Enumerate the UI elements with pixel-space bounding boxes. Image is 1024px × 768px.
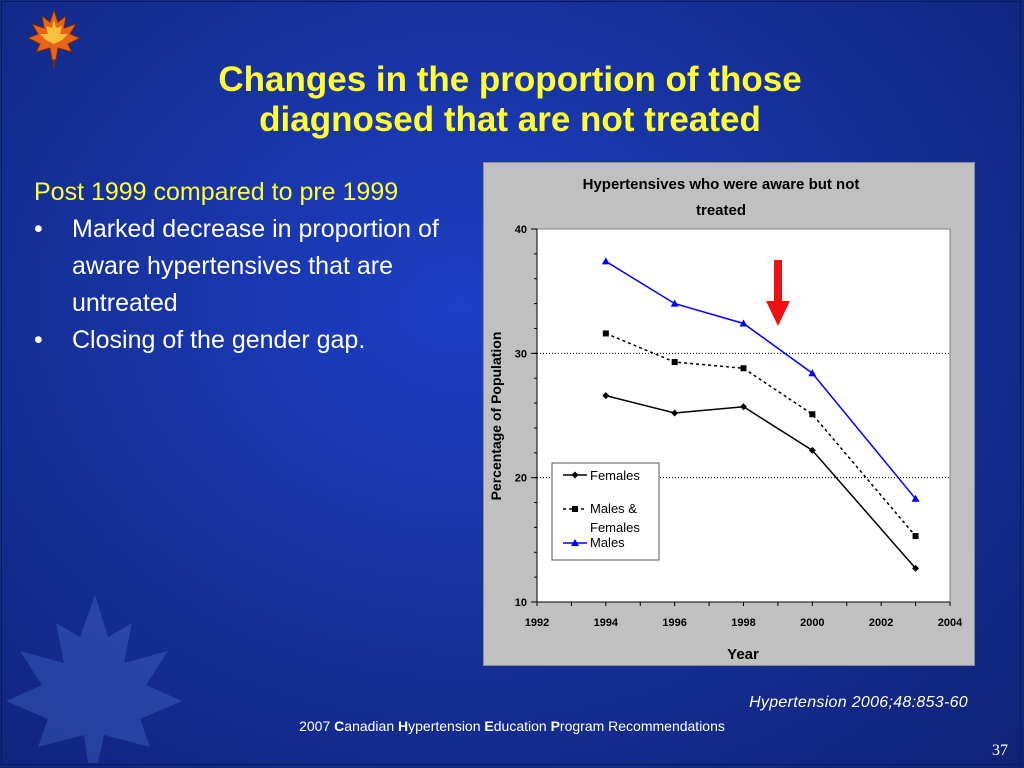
legend-marker-males [571,539,579,546]
data-point-males-females [740,365,747,372]
citation: Hypertension 2006;48:853-60 [749,694,968,711]
bullet-item: • Closing of the gender gap. [34,322,474,359]
legend-label-males-females-2: Females [590,520,640,535]
data-point-females [602,392,610,400]
chart-panel: Hypertensives who were aware but not tre… [483,162,975,666]
title-line-2: diagnosed that are not treated [259,100,761,139]
y-axis-label: Percentage of Population [488,332,504,501]
data-point-females [740,403,747,411]
slide-body: Post 1999 compared to pre 1999 • Marked … [34,174,474,359]
x-tick-label: 1996 [662,617,686,629]
legend-label-males: Males [590,535,625,550]
chart-title-line-1: Hypertensives who were aware but not [583,176,860,193]
data-point-females [912,564,920,572]
y-tick-label: 20 [515,473,527,485]
chart-title-line-2: treated [696,202,746,219]
footer-word: ypertension [408,718,481,734]
bullet-text: Closing of the gender gap. [72,326,366,354]
footer-initial: H [398,718,409,734]
x-tick-label: 1994 [594,617,619,629]
lead-text: Post 1999 compared to pre 1999 [34,178,399,206]
legend-marker-females [571,471,579,479]
x-tick-label: 2000 [800,617,824,629]
footer-text: 2007 Canadian Hypertension Education Pro… [0,718,1024,734]
data-point-males [739,319,748,327]
maple-leaf-logo-icon [26,8,82,68]
slide-title: Changes in the proportion of those diagn… [100,60,920,140]
data-point-males [601,257,610,265]
legend-label-males-females-1: Males & [590,501,637,516]
x-axis-label: Year [727,646,759,663]
data-point-males [808,369,817,377]
bullet-item: • Marked decrease in proportion of aware… [34,211,474,322]
data-point-males-females [602,330,609,337]
data-point-females [671,409,679,417]
x-tick-label: 1992 [525,617,549,629]
legend-marker-males-females [572,506,578,512]
x-tick-label: 2002 [869,617,893,629]
footer-initial: E [484,718,494,734]
chart-legend: Females Males & Females Males [551,462,660,561]
footer-initial: C [334,718,345,734]
legend-label-females: Females [590,468,640,483]
data-point-males [911,494,920,502]
title-line-1: Changes in the proportion of those [218,60,802,99]
data-point-males-females [671,359,678,366]
y-tick-label: 30 [515,348,527,360]
data-point-females [808,446,816,454]
footer-word: anadian [344,718,395,734]
line-chart: Hypertensives who were aware but not tre… [488,176,963,663]
bullet-marker: • [34,215,43,243]
bullet-marker: • [34,326,43,354]
bullet-list: • Marked decrease in proportion of aware… [34,211,474,359]
data-point-males [670,299,679,307]
series-line-males-females [605,332,917,537]
footer-initial: P [550,718,560,734]
maple-leaf-watermark-icon [6,595,182,763]
footer-word: rogram Recommendations [559,718,725,734]
x-tick-label: 1998 [731,617,755,629]
y-tick-label: 40 [515,224,527,236]
y-tick-label: 10 [515,597,527,609]
footer-word: ducation [493,718,547,734]
data-point-males-females [809,411,816,418]
bullet-text: Marked decrease in proportion of aware h… [72,215,439,317]
x-tick-label: 2004 [938,617,963,629]
page-number: 37 [992,742,1008,759]
data-point-males-females [912,533,919,540]
footer-year: 2007 [299,718,331,734]
down-arrow-annotation [766,260,790,326]
